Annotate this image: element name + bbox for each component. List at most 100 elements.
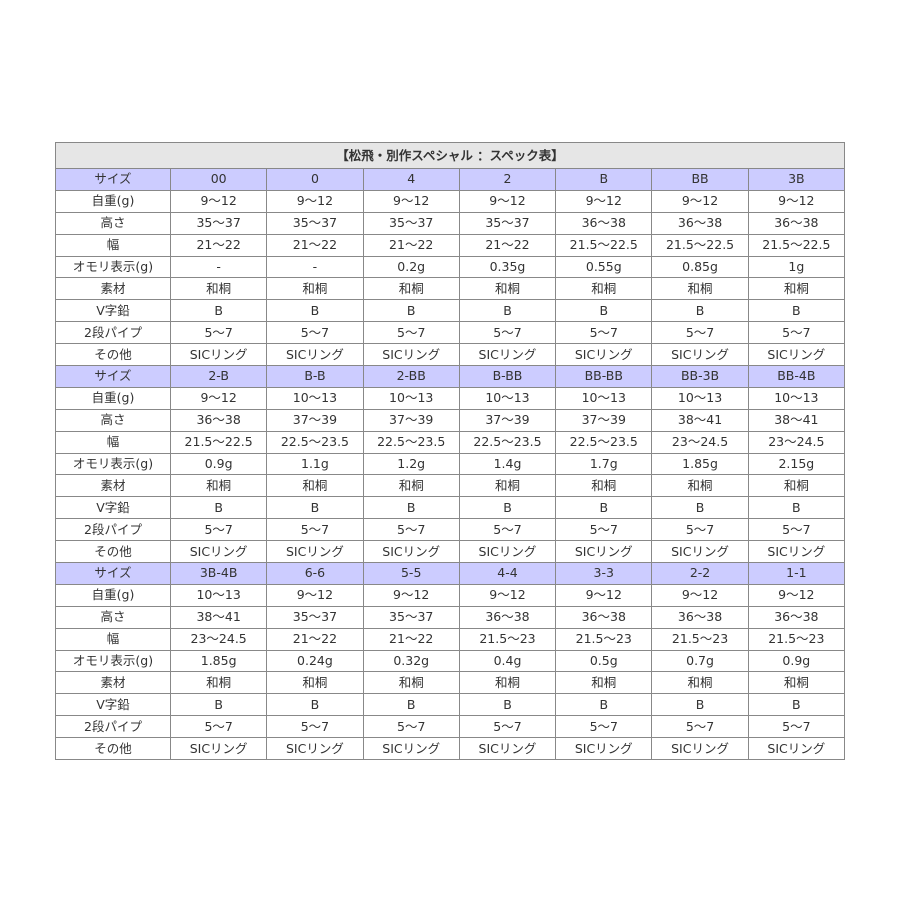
table-cell: 21.5～22.5: [747, 233, 846, 257]
table-cell: B: [651, 693, 749, 717]
table-cell: SICリング: [362, 540, 460, 564]
table-cell: 21.5～22.5: [169, 430, 268, 454]
row-label: オモリ表示(g): [55, 452, 171, 476]
table-cell: 36～38: [651, 605, 749, 629]
table-cell: SICリング: [747, 737, 846, 761]
row-label: 高さ: [55, 408, 171, 432]
size-header-cell: B-B: [266, 365, 364, 388]
table-cell: 0.85g: [651, 255, 749, 279]
table-cell: 5～7: [747, 321, 846, 345]
table-cell: 和桐: [169, 474, 268, 498]
table-cell: 9～12: [169, 189, 268, 213]
row-label: V字鉛: [55, 496, 171, 520]
table-cell: 和桐: [458, 277, 557, 301]
table-cell: 36～38: [651, 211, 749, 235]
size-header-cell: B: [555, 168, 653, 191]
spec-table: 【松飛・別作スペシャル ：スペック表】 サイズ 00 0 4 2 B BB 3B 自重(g) 9～…: [55, 142, 846, 761]
table-cell: SICリング: [747, 343, 846, 367]
table-cell: 21.5～22.5: [651, 233, 749, 257]
table-cell: 5～7: [362, 715, 460, 739]
table-cell: SICリング: [555, 343, 653, 367]
table-cell: B: [458, 693, 557, 717]
table-cell: 36～38: [747, 211, 846, 235]
table-cell: B: [651, 299, 749, 323]
table-cell: 10～13: [458, 386, 557, 410]
table-cell: 38～41: [651, 408, 749, 432]
table-cell: 21.5～23: [458, 627, 557, 651]
size-header-row: サイズ 2-B B-B 2-BB B-BB BB-BB BB-3B BB-4B: [55, 365, 846, 388]
table-cell: SICリング: [169, 343, 268, 367]
table-row: オモリ表示(g) - -0.2g 0.35g 0.55g 0.85g 1g: [55, 255, 846, 279]
size-header-cell: 1-1: [747, 562, 846, 585]
table-row: その他 SICリング SICリング SICリング SICリング SICリング SICリング S…: [55, 343, 846, 367]
table-cell: B: [169, 496, 268, 520]
table-cell: 10～13: [266, 386, 364, 410]
table-cell: 和桐: [458, 474, 557, 498]
size-header-cell: 2-2: [651, 562, 749, 585]
table-row: その他 SICリング SICリング SICリング SICリング SICリング SICリング S…: [55, 540, 846, 564]
table-cell: 0.55g: [555, 255, 653, 279]
table-cell: 36～38: [169, 408, 268, 432]
table-cell: 9～12: [651, 583, 749, 607]
size-label: サイズ: [55, 562, 171, 585]
size-header-cell: BB-BB: [555, 365, 653, 388]
table-cell: 9～12: [362, 189, 460, 213]
table-cell: B: [651, 496, 749, 520]
row-label: 高さ: [55, 605, 171, 629]
table-cell: 9～12: [266, 583, 364, 607]
table-cell: 35～37: [266, 605, 364, 629]
table-cell: 0.4g: [458, 649, 557, 673]
table-cell: 和桐: [555, 671, 653, 695]
table-row: 素材 和桐 和桐 和桐 和桐 和桐 和桐 和桐: [55, 671, 846, 695]
table-cell: 21～22: [458, 233, 557, 257]
table-row: 高さ 36～38 37～39 37～39 37～39 37～39 38～41 38～41: [55, 408, 846, 432]
table-cell: SICリング: [362, 343, 460, 367]
table-cell: 和桐: [266, 474, 364, 498]
table-cell: 0.5g: [555, 649, 653, 673]
size-header-cell: 4-4: [458, 562, 557, 585]
size-header-cell: 3-3: [555, 562, 653, 585]
table-row: 素材 和桐 和桐 和桐 和桐 和桐 和桐 和桐: [55, 277, 846, 301]
table-cell: 5～7: [747, 715, 846, 739]
table-cell: 35～37: [266, 211, 364, 235]
row-label: 自重(g): [55, 189, 171, 213]
table-row: V字鉛 B B B B B B B: [55, 693, 846, 717]
table-cell: 0.7g: [651, 649, 749, 673]
table-cell: 5～7: [555, 715, 653, 739]
row-label: その他: [55, 540, 171, 564]
table-row: 幅 21～22 21～22 21～22 21～22 21.5～22.5 21.5～22.5 2…: [55, 233, 846, 257]
table-row: 自重(g) 10～13 9～12 9～12 9～12 9～12 9～12 9～12: [55, 583, 846, 607]
table-cell: 23～24.5: [169, 627, 268, 651]
table-cell: 22.5～23.5: [362, 430, 460, 454]
size-header-cell: 2-B: [169, 365, 268, 388]
table-cell: 5～7: [555, 321, 653, 345]
row-label: 2段パイプ: [55, 715, 171, 739]
table-row: 高さ 38～41 35～37 35～37 36～38 36～38 36～38 36～38: [55, 605, 846, 629]
table-cell: 和桐: [362, 671, 460, 695]
table-cell: SICリング: [651, 540, 749, 564]
table-cell: SICリング: [266, 343, 364, 367]
size-header-cell: 5-5: [362, 562, 460, 585]
table-cell: 23～24.5: [747, 430, 846, 454]
table-cell: 9～12: [266, 189, 364, 213]
table-cell: 5～7: [362, 321, 460, 345]
row-label: 素材: [55, 671, 171, 695]
table-cell: 1.1g: [266, 452, 364, 476]
row-label: その他: [55, 737, 171, 761]
table-cell: 和桐: [747, 277, 846, 301]
table-cell: 36～38: [555, 605, 653, 629]
table-cell: 5～7: [169, 715, 268, 739]
table-cell: B: [458, 496, 557, 520]
table-cell: B: [362, 299, 460, 323]
row-label: 幅: [55, 233, 171, 257]
table-cell: 和桐: [747, 671, 846, 695]
table-cell: 1.7g: [555, 452, 653, 476]
table-cell: 10～13: [555, 386, 653, 410]
table-cell: SICリング: [555, 540, 653, 564]
size-header-cell: BB: [651, 168, 749, 191]
table-cell: 10～13: [747, 386, 846, 410]
table-cell: 1.4g: [458, 452, 557, 476]
table-cell: 5～7: [651, 518, 749, 542]
table-cell: B: [169, 299, 268, 323]
size-header-cell: 2-BB: [362, 365, 460, 388]
